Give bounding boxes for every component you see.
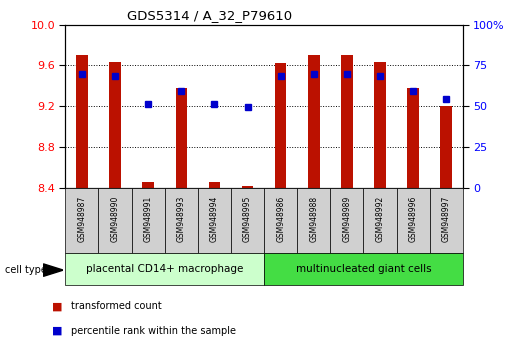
Bar xyxy=(109,62,121,188)
Text: cell type: cell type xyxy=(5,265,47,275)
Bar xyxy=(198,188,231,253)
Text: GSM948995: GSM948995 xyxy=(243,196,252,242)
Text: placental CD14+ macrophage: placental CD14+ macrophage xyxy=(86,264,243,274)
Text: GSM948996: GSM948996 xyxy=(408,196,418,242)
Bar xyxy=(407,88,419,188)
Text: GSM948987: GSM948987 xyxy=(77,196,86,242)
Bar xyxy=(231,188,264,253)
Bar xyxy=(98,188,132,253)
Text: ■: ■ xyxy=(52,326,63,336)
Bar xyxy=(363,188,396,253)
Text: GSM948992: GSM948992 xyxy=(376,196,384,242)
Bar xyxy=(297,188,331,253)
Polygon shape xyxy=(43,264,63,276)
Text: percentile rank within the sample: percentile rank within the sample xyxy=(71,326,235,336)
Bar xyxy=(308,55,320,188)
Text: GSM948990: GSM948990 xyxy=(110,196,120,242)
Bar xyxy=(341,55,353,188)
Bar xyxy=(65,253,264,285)
Text: GSM948994: GSM948994 xyxy=(210,196,219,242)
Bar xyxy=(275,63,287,188)
Bar xyxy=(396,188,430,253)
Bar xyxy=(331,188,363,253)
Bar xyxy=(374,62,386,188)
Bar xyxy=(132,188,165,253)
Bar xyxy=(65,188,98,253)
Bar xyxy=(209,182,220,188)
Bar xyxy=(264,188,297,253)
Text: GSM948989: GSM948989 xyxy=(343,196,351,242)
Bar xyxy=(430,188,463,253)
Text: GDS5314 / A_32_P79610: GDS5314 / A_32_P79610 xyxy=(127,9,292,22)
Text: GSM948993: GSM948993 xyxy=(177,196,186,242)
Bar xyxy=(165,188,198,253)
Text: ■: ■ xyxy=(52,301,63,311)
Bar xyxy=(176,88,187,188)
Text: GSM948997: GSM948997 xyxy=(442,196,451,242)
Text: GSM948991: GSM948991 xyxy=(144,196,153,242)
Text: multinucleated giant cells: multinucleated giant cells xyxy=(295,264,431,274)
Bar xyxy=(142,182,154,188)
Text: GSM948986: GSM948986 xyxy=(276,196,285,242)
Bar xyxy=(242,185,253,188)
Bar xyxy=(76,55,88,188)
Text: GSM948988: GSM948988 xyxy=(309,196,319,242)
Text: transformed count: transformed count xyxy=(71,301,162,311)
Bar xyxy=(440,106,452,188)
Bar xyxy=(264,253,463,285)
